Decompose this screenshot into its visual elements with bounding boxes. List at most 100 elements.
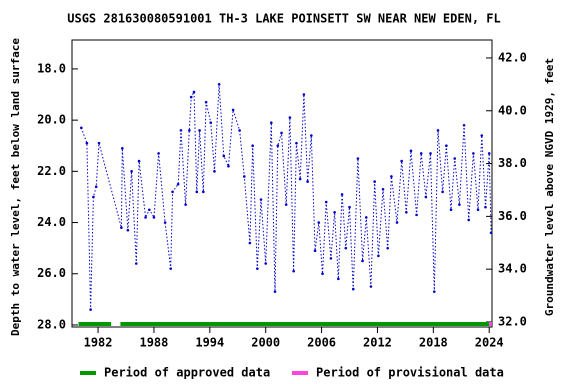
data-point <box>377 254 380 258</box>
data-point <box>248 241 252 245</box>
data-point <box>284 203 288 206</box>
data-point <box>209 121 213 124</box>
data-point <box>120 146 124 150</box>
data-point <box>238 129 241 132</box>
y-tick-label: 22.0 <box>37 164 66 178</box>
data-point <box>424 195 428 199</box>
data-point <box>137 159 141 163</box>
data-point <box>256 267 259 270</box>
data-point <box>409 149 413 153</box>
data-point <box>251 144 254 148</box>
data-point <box>313 249 317 253</box>
data-point <box>152 216 156 219</box>
data-point <box>171 190 174 194</box>
data-point <box>436 129 440 132</box>
period-bar <box>120 322 490 326</box>
data-point <box>231 108 235 112</box>
data-point <box>80 126 83 130</box>
legend-swatch <box>292 371 308 375</box>
y2-tick-label: 40.0 <box>498 103 527 117</box>
data-point <box>395 221 399 224</box>
data-point <box>329 257 333 260</box>
data-point <box>292 269 295 273</box>
x-tick-label: 1994 <box>195 336 224 350</box>
data-point <box>276 144 280 148</box>
y2-tick-label: 32.0 <box>498 314 527 328</box>
data-point <box>348 205 351 209</box>
x-tick-label: 2018 <box>419 336 448 350</box>
legend-label: Period of provisional data <box>316 366 504 380</box>
data-point <box>184 203 187 206</box>
period-bar <box>489 322 492 326</box>
data-point <box>222 154 226 158</box>
data-point <box>467 218 471 222</box>
data-point <box>227 164 230 168</box>
data-point <box>356 157 360 160</box>
data-point <box>204 100 208 104</box>
data-point <box>400 159 403 163</box>
data-point <box>458 203 461 206</box>
x-tick-label: 2024 <box>475 336 504 350</box>
data-point <box>324 200 328 204</box>
data-point <box>361 259 364 263</box>
data-point <box>351 287 355 291</box>
data-point <box>445 144 448 148</box>
data-point <box>189 95 193 99</box>
data-point <box>310 134 313 137</box>
period-bar <box>78 322 112 326</box>
y-tick-label: 26.0 <box>37 266 66 280</box>
y2-tick-label: 38.0 <box>498 156 527 170</box>
data-point <box>429 152 432 155</box>
data-point <box>344 246 348 250</box>
data-point <box>280 131 283 135</box>
data-point <box>441 190 444 194</box>
x-tick-label: 2000 <box>251 336 280 350</box>
data-point <box>202 190 205 194</box>
data-point <box>217 82 221 86</box>
data-point <box>163 221 167 224</box>
plot-frame <box>71 39 493 328</box>
data-point <box>489 231 493 235</box>
data-point <box>176 182 180 186</box>
data-point <box>134 262 138 265</box>
data-point <box>288 116 292 119</box>
data-point <box>415 213 418 217</box>
data-point <box>144 216 147 219</box>
y-tick-label: 28.0 <box>37 317 66 331</box>
data-point <box>302 93 306 96</box>
y-axis-label: Depth to water level, feet below land su… <box>9 38 22 336</box>
data-point <box>97 141 101 145</box>
legend-swatch <box>80 371 96 375</box>
data-point <box>419 152 423 155</box>
data-point <box>462 123 466 127</box>
data-point <box>169 267 173 270</box>
data-point <box>321 272 324 276</box>
y2-tick-label: 36.0 <box>498 209 527 223</box>
data-point <box>120 226 123 229</box>
x-tick-label: 2012 <box>363 336 392 350</box>
data-point <box>213 170 216 173</box>
data-point <box>85 141 89 145</box>
y2-tick-label: 42.0 <box>498 50 527 64</box>
data-point <box>386 246 389 250</box>
data-point <box>381 187 385 191</box>
data-point <box>317 221 321 224</box>
data-point <box>298 177 302 181</box>
data-point <box>369 285 373 288</box>
data-point <box>295 141 298 145</box>
data-point <box>130 170 133 173</box>
legend-label: Period of approved data <box>104 366 270 380</box>
data-point <box>472 152 475 155</box>
data-point <box>432 290 436 293</box>
data-point <box>269 121 273 124</box>
data-point <box>453 157 457 160</box>
y2-tick-label: 34.0 <box>498 262 527 276</box>
x-tick-label: 1982 <box>84 336 113 350</box>
data-point <box>449 208 453 212</box>
x-tick-label: 2006 <box>307 336 336 350</box>
data-point <box>259 198 263 201</box>
data-point <box>340 193 344 196</box>
series-line <box>80 84 492 310</box>
data-point <box>390 175 393 178</box>
